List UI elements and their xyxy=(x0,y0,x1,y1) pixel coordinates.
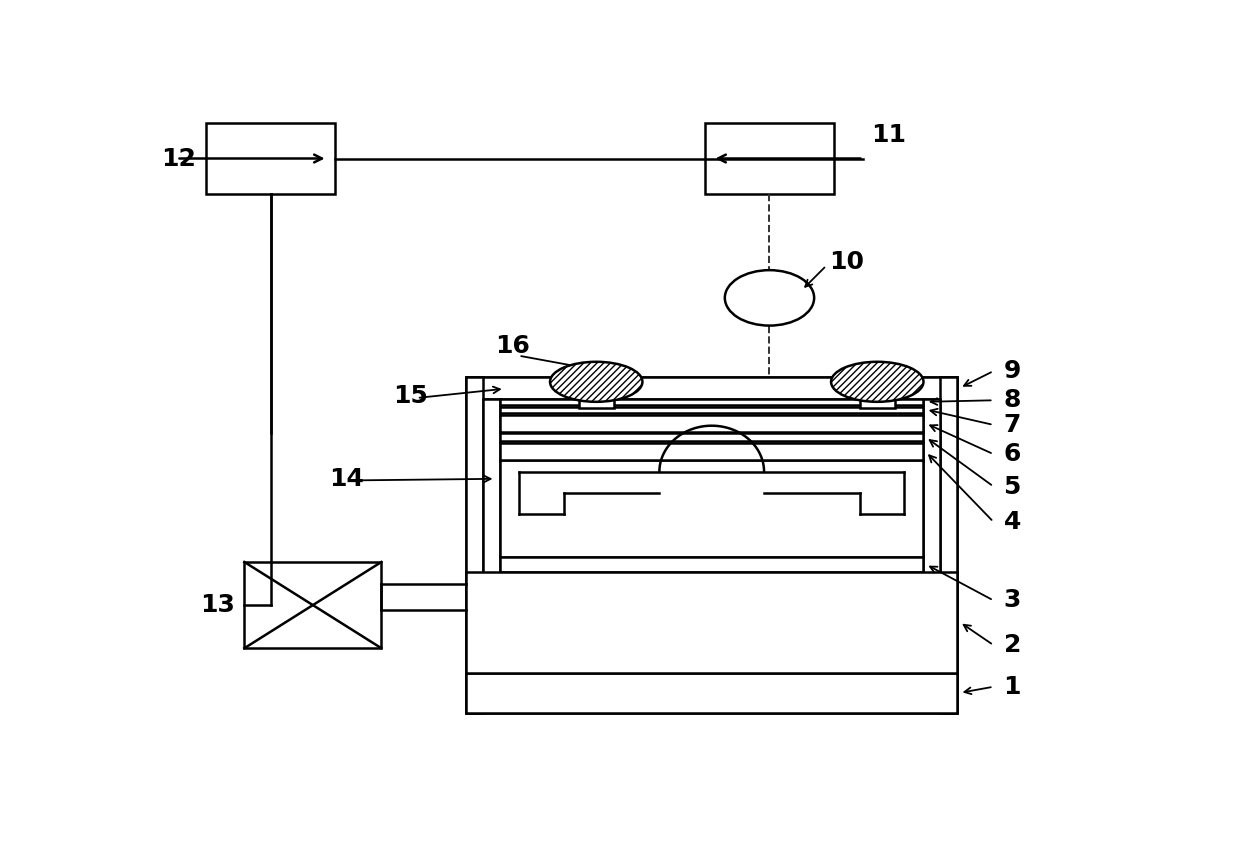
Bar xyxy=(500,407,924,413)
Bar xyxy=(500,443,924,460)
Ellipse shape xyxy=(551,362,642,402)
Bar xyxy=(466,572,957,673)
Bar xyxy=(859,398,895,408)
Text: 8: 8 xyxy=(1003,388,1021,412)
Bar xyxy=(484,398,500,591)
Bar xyxy=(466,377,484,713)
Text: 5: 5 xyxy=(1003,475,1021,498)
Bar xyxy=(500,557,924,572)
Text: 7: 7 xyxy=(1003,413,1021,437)
Bar xyxy=(466,377,957,713)
Text: 14: 14 xyxy=(329,467,363,491)
Bar xyxy=(466,377,957,398)
Text: 3: 3 xyxy=(1003,589,1021,613)
Text: 16: 16 xyxy=(495,334,531,359)
Text: 2: 2 xyxy=(1003,633,1021,657)
Text: 13: 13 xyxy=(200,593,234,617)
Bar xyxy=(500,415,924,431)
Bar xyxy=(940,377,957,713)
Bar xyxy=(924,398,940,591)
Bar xyxy=(500,398,924,405)
Text: 1: 1 xyxy=(1003,675,1021,699)
Ellipse shape xyxy=(831,362,924,402)
Bar xyxy=(500,433,924,441)
Text: 9: 9 xyxy=(1003,359,1021,383)
Text: 10: 10 xyxy=(830,250,864,273)
Bar xyxy=(466,673,957,713)
Text: 4: 4 xyxy=(1003,510,1021,534)
Bar xyxy=(579,398,614,408)
Bar xyxy=(206,123,335,194)
Text: 6: 6 xyxy=(1003,442,1021,466)
Bar xyxy=(500,460,924,557)
Text: 11: 11 xyxy=(872,123,906,146)
Bar xyxy=(244,562,382,648)
Bar xyxy=(704,123,835,194)
Text: 12: 12 xyxy=(161,146,196,171)
Text: 15: 15 xyxy=(393,383,428,408)
